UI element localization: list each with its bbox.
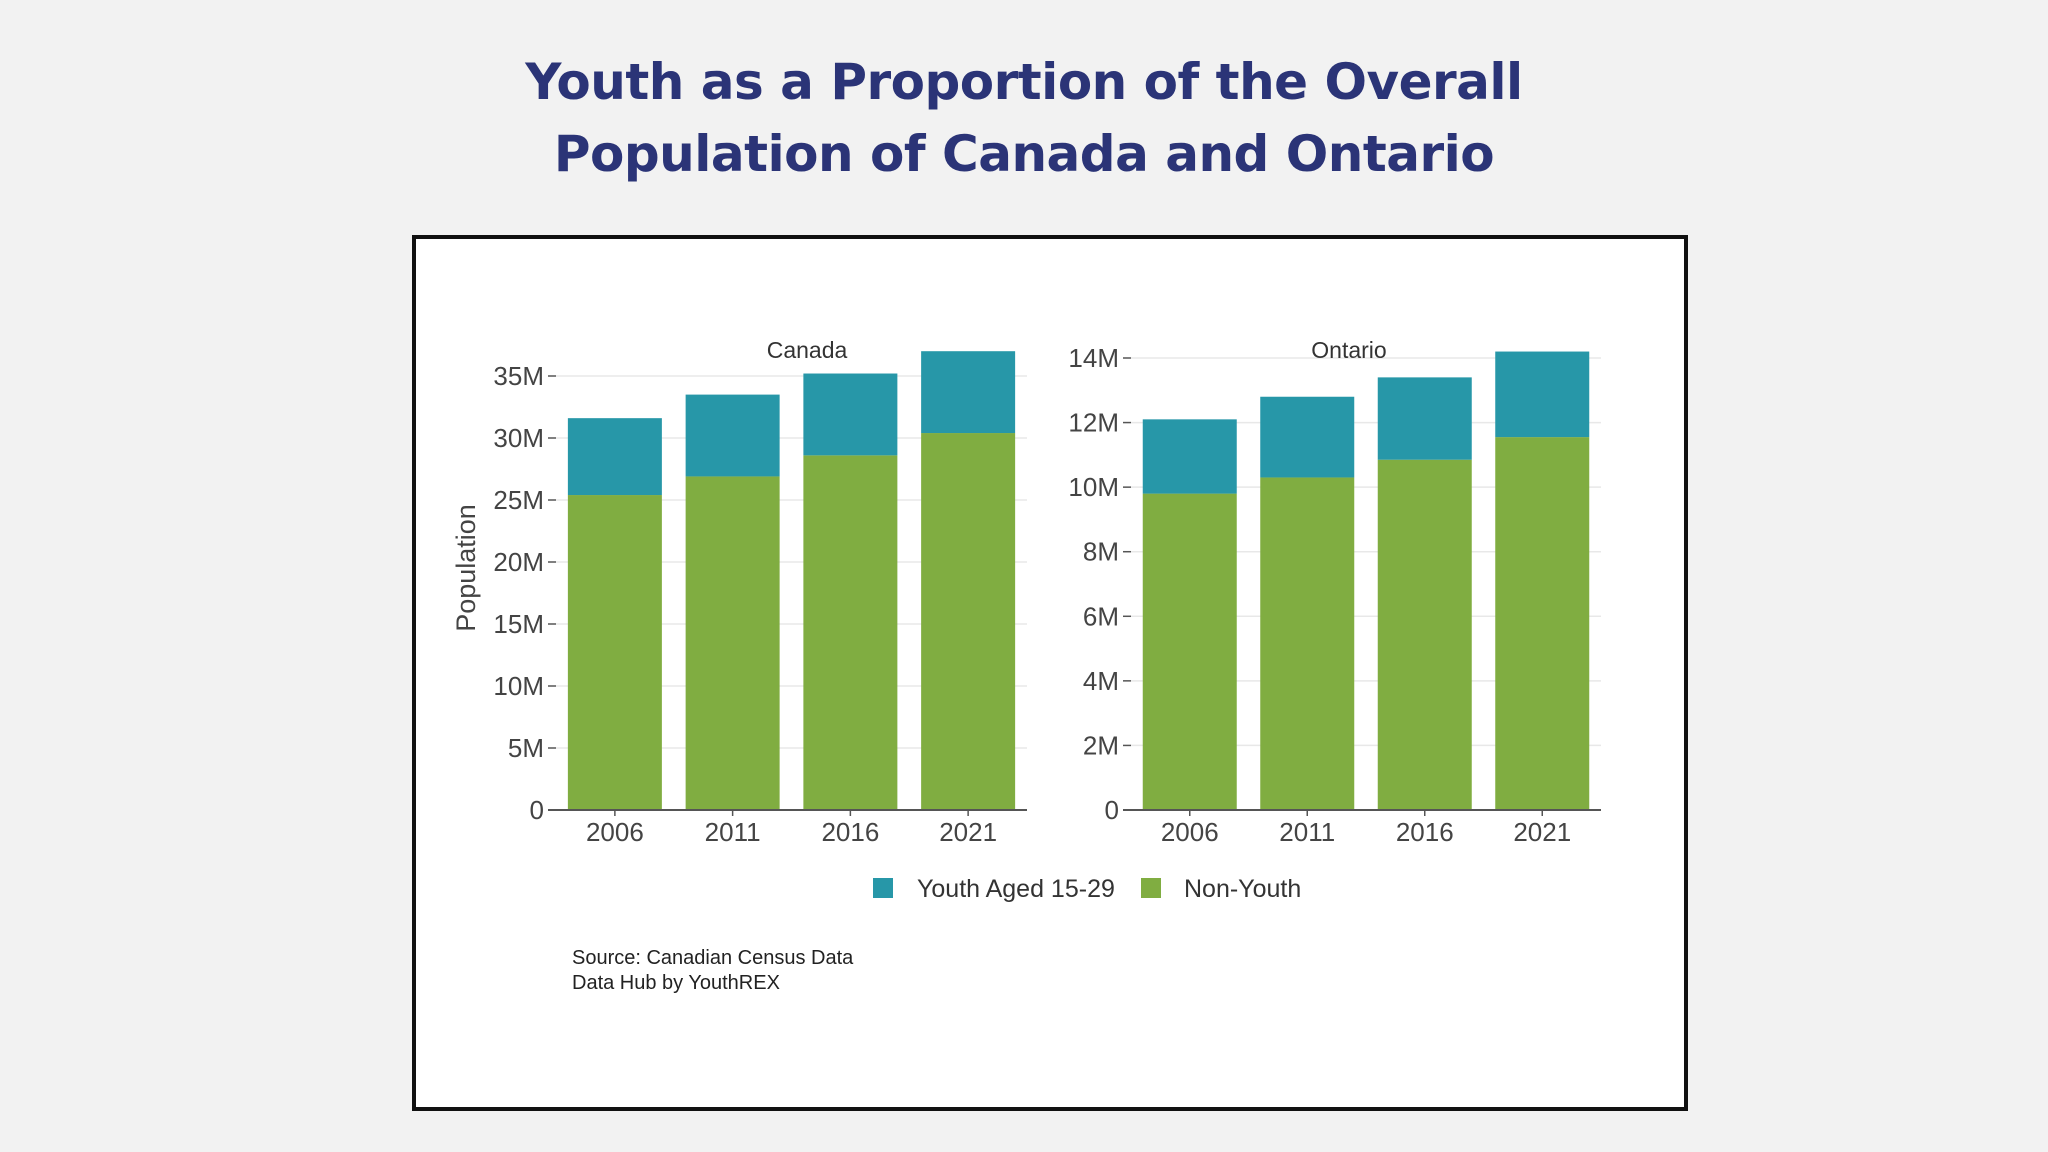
legend-youth-label: Youth Aged 15-29 <box>917 875 1115 903</box>
legend-non-youth-swatch <box>1141 878 1161 898</box>
canada-ytick-label: 25M <box>493 485 544 515</box>
ontario-ytick-label: 12M <box>1068 408 1119 438</box>
canada-bar-youth-2016 <box>803 373 898 456</box>
legend-non-youth-label: Non-Youth <box>1184 875 1301 903</box>
canada-bar-youth-2011 <box>685 394 780 477</box>
canada-xtick-label: 2021 <box>939 817 997 847</box>
ontario-xtick-label: 2006 <box>1161 817 1219 847</box>
canada-bar-non-youth-2011 <box>685 476 780 810</box>
canada-ytick-label: 35M <box>493 361 544 391</box>
source-note: Source: Canadian Census Data Data Hub by… <box>572 946 853 996</box>
canada-xtick-label: 2016 <box>821 817 879 847</box>
ontario-subplot-title: Ontario <box>1311 337 1386 363</box>
ontario-ytick-label: 10M <box>1068 472 1119 502</box>
ontario-bar-non-youth-2021 <box>1495 437 1590 810</box>
source-line: Source: Canadian Census Data <box>572 947 854 969</box>
canada-subplot-title: Canada <box>767 337 848 363</box>
ontario-bar-non-youth-2011 <box>1260 477 1355 810</box>
ontario-xtick-label: 2011 <box>1279 817 1335 847</box>
ontario-xtick-label: 2021 <box>1513 817 1571 847</box>
canada-ytick-label: 15M <box>493 609 544 639</box>
title-line-1: Youth as a Proportion of the Overall <box>525 53 1523 111</box>
ontario-bar-youth-2021 <box>1495 351 1590 438</box>
canada-xtick-label: 2011 <box>705 817 761 847</box>
ontario-ytick-label: 6M <box>1083 601 1119 631</box>
ontario-bar-youth-2006 <box>1142 419 1237 494</box>
canada-xtick-label: 2006 <box>586 817 644 847</box>
canada-ytick-label: 20M <box>493 547 544 577</box>
canada-bar-youth-2006 <box>567 418 662 496</box>
canada-bar-non-youth-2016 <box>803 455 898 810</box>
canada-bar-youth-2021 <box>921 351 1016 434</box>
ontario-bar-youth-2016 <box>1377 377 1472 460</box>
page-title: Youth as a Proportion of the Overall Pop… <box>0 46 2048 190</box>
ontario-ytick-label: 8M <box>1083 537 1119 567</box>
canada-ytick-label: 0 <box>530 795 544 825</box>
ontario-ytick-label: 0 <box>1105 795 1119 825</box>
canada-bar-non-youth-2006 <box>567 495 662 810</box>
ontario-ytick-label: 14M <box>1068 343 1119 373</box>
ontario-ytick-label: 4M <box>1083 666 1119 696</box>
ontario-ytick-label: 2M <box>1083 730 1119 760</box>
canada-y-axis-label: Population <box>451 504 481 632</box>
canada-ytick-label: 10M <box>493 671 544 701</box>
ontario-bar-youth-2011 <box>1260 396 1355 478</box>
ontario-bar-non-youth-2016 <box>1377 459 1472 810</box>
legend-youth-swatch <box>873 878 893 898</box>
canada-bar-non-youth-2021 <box>921 433 1016 810</box>
title-line-2: Population of Canada and Ontario <box>553 125 1495 183</box>
ontario-xtick-label: 2016 <box>1396 817 1454 847</box>
canada-ytick-label: 30M <box>493 423 544 453</box>
canada-ytick-label: 5M <box>508 733 544 763</box>
ontario-bar-non-youth-2006 <box>1142 493 1237 810</box>
credit-line: Data Hub by YouthREX <box>572 972 780 994</box>
